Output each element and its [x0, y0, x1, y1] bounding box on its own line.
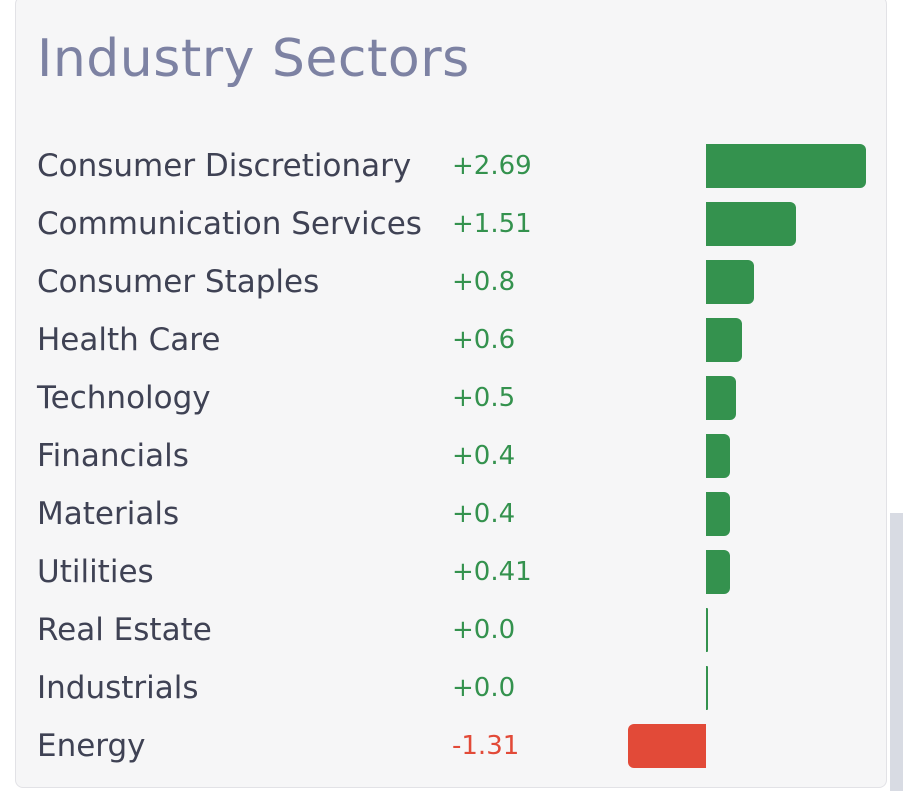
- sector-row[interactable]: Health Care +0.6: [0, 311, 903, 369]
- sector-row[interactable]: Materials +0.4: [0, 485, 903, 543]
- sector-change-value: +0.0: [452, 615, 516, 645]
- sector-name: Consumer Discretionary: [37, 148, 412, 184]
- sector-row[interactable]: Real Estate +0.0: [0, 601, 903, 659]
- sector-row[interactable]: Financials +0.4: [0, 427, 903, 485]
- sector-name: Consumer Staples: [37, 264, 320, 300]
- sector-bar-negative: [628, 724, 706, 768]
- sector-bar-positive: [706, 260, 754, 304]
- sector-row[interactable]: Consumer Discretionary +2.69: [0, 137, 903, 195]
- sector-name: Real Estate: [37, 612, 212, 648]
- sector-change-value: +0.4: [452, 441, 516, 471]
- sector-name: Materials: [37, 496, 180, 532]
- sector-name: Industrials: [37, 670, 199, 706]
- sector-bar-positive: [706, 318, 742, 362]
- sector-row[interactable]: Energy -1.31: [0, 717, 903, 775]
- industry-sectors-card: [15, 0, 887, 788]
- sector-change-value: +0.6: [452, 325, 516, 355]
- sector-row[interactable]: Utilities +0.41: [0, 543, 903, 601]
- sector-change-value: +0.41: [452, 557, 532, 587]
- sector-bar-positive: [706, 492, 730, 536]
- sector-change-value: -1.31: [452, 731, 520, 761]
- sector-bar-positive: [706, 550, 731, 594]
- sector-row[interactable]: Technology +0.5: [0, 369, 903, 427]
- sector-row[interactable]: Communication Services +1.51: [0, 195, 903, 253]
- sector-change-value: +2.69: [452, 151, 532, 181]
- sector-change-value: +0.8: [452, 267, 516, 297]
- sector-change-value: +1.51: [452, 209, 532, 239]
- scrollbar[interactable]: [890, 513, 903, 791]
- sector-name: Utilities: [37, 554, 154, 590]
- sector-change-value: +0.5: [452, 383, 516, 413]
- sector-name: Technology: [37, 380, 211, 416]
- sector-row[interactable]: Consumer Staples +0.8: [0, 253, 903, 311]
- sector-name: Health Care: [37, 322, 221, 358]
- sector-name: Communication Services: [37, 206, 422, 242]
- sector-bar-positive: [706, 376, 736, 420]
- sector-bar-positive: [706, 608, 708, 652]
- sector-bar-positive: [706, 666, 708, 710]
- sector-change-value: +0.4: [452, 499, 516, 529]
- card-title: Industry Sectors: [37, 29, 470, 89]
- sector-name: Energy: [37, 728, 146, 764]
- sector-bar-positive: [706, 202, 796, 246]
- sector-row[interactable]: Industrials +0.0: [0, 659, 903, 717]
- sector-name: Financials: [37, 438, 189, 474]
- sector-bar-positive: [706, 144, 866, 188]
- sector-change-value: +0.0: [452, 673, 516, 703]
- sector-bar-positive: [706, 434, 730, 478]
